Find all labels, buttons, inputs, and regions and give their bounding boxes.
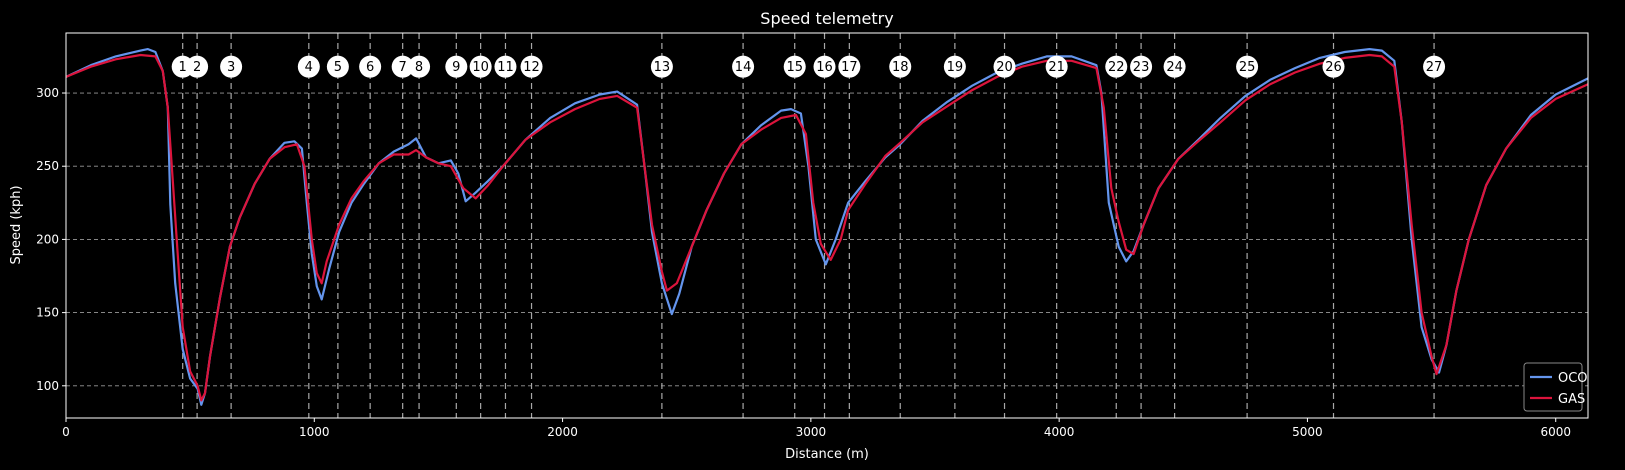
x-tick-label-2000: 2000 bbox=[547, 425, 578, 439]
corner-label-15: 15 bbox=[786, 60, 803, 75]
grid-layer bbox=[66, 92, 1588, 387]
corner-label-10: 10 bbox=[472, 60, 489, 75]
x-tick-label-6000: 6000 bbox=[1540, 425, 1571, 439]
y-tick-label-150: 150 bbox=[36, 306, 59, 320]
corner-label-27: 27 bbox=[1426, 60, 1443, 75]
corner-label-9: 9 bbox=[452, 60, 460, 75]
y-tick-label-250: 250 bbox=[36, 159, 59, 173]
corner-label-18: 18 bbox=[892, 60, 909, 75]
corner-marker-22 bbox=[1105, 55, 1128, 78]
legend-label-gas: GAS bbox=[1558, 392, 1585, 407]
corner-label-2: 2 bbox=[193, 60, 201, 75]
corner-label-24: 24 bbox=[1166, 60, 1183, 75]
corner-label-12: 12 bbox=[523, 60, 540, 75]
corner-marker-3 bbox=[220, 55, 243, 78]
y-tick-label-200: 200 bbox=[36, 232, 59, 246]
y-axis-label: Speed (kph) bbox=[9, 185, 24, 264]
corner-marker-11 bbox=[494, 55, 517, 78]
corner-label-20: 20 bbox=[996, 60, 1013, 75]
x-tick-label-3000: 3000 bbox=[796, 425, 827, 439]
x-tick-label-4000: 4000 bbox=[1044, 425, 1075, 439]
corner-lines-layer bbox=[182, 33, 1435, 418]
corner-marker-26 bbox=[1322, 55, 1345, 78]
x-tick-label-1000: 1000 bbox=[299, 425, 330, 439]
corner-marker-25 bbox=[1236, 55, 1259, 78]
corner-marker-2 bbox=[186, 55, 209, 78]
x-tick-label-5000: 5000 bbox=[1292, 425, 1323, 439]
corner-label-1: 1 bbox=[179, 60, 187, 75]
corner-labels-layer: 1 2 3 4 5 6 7 8 9 10 11 12 13 14 15 16 17 18 19 20 21 22 23 24 2… bbox=[171, 55, 1446, 78]
corner-label-25: 25 bbox=[1239, 60, 1256, 75]
corner-marker-23 bbox=[1130, 55, 1153, 78]
corner-marker-6 bbox=[359, 55, 382, 78]
corner-marker-13 bbox=[650, 55, 673, 78]
corner-label-11: 11 bbox=[497, 60, 514, 75]
x-tick-label-0: 0 bbox=[62, 425, 70, 439]
corner-label-6: 6 bbox=[366, 60, 374, 75]
corner-marker-5 bbox=[326, 55, 349, 78]
corner-marker-9 bbox=[445, 55, 468, 78]
corner-marker-27 bbox=[1423, 55, 1446, 78]
y-tick-label-100: 100 bbox=[36, 379, 59, 393]
corner-label-13: 13 bbox=[654, 60, 671, 75]
y-tick-label-300: 300 bbox=[36, 86, 59, 100]
corner-marker-7 bbox=[391, 55, 414, 78]
chart-title: Speed telemetry bbox=[760, 9, 893, 28]
corner-label-26: 26 bbox=[1325, 60, 1342, 75]
corner-marker-10 bbox=[469, 55, 492, 78]
corner-label-21: 21 bbox=[1048, 60, 1065, 75]
corner-marker-19 bbox=[943, 55, 966, 78]
corner-marker-24 bbox=[1163, 55, 1186, 78]
corner-label-7: 7 bbox=[399, 60, 407, 75]
corner-marker-16 bbox=[813, 55, 836, 78]
corner-marker-15 bbox=[783, 55, 806, 78]
x-axis-label: Distance (m) bbox=[785, 447, 869, 462]
legend-label-oco: OCO bbox=[1558, 371, 1588, 386]
corner-marker-4 bbox=[297, 55, 320, 78]
corner-label-22: 22 bbox=[1108, 60, 1125, 75]
series-layer bbox=[65, 47, 1589, 406]
corner-marker-21 bbox=[1045, 55, 1068, 78]
legend: OCO GAS bbox=[1523, 362, 1588, 412]
corner-label-3: 3 bbox=[227, 60, 235, 75]
series-line-gas bbox=[65, 53, 1589, 402]
corner-label-4: 4 bbox=[305, 60, 313, 75]
corner-label-23: 23 bbox=[1133, 60, 1150, 75]
corner-marker-18 bbox=[889, 55, 912, 78]
corner-label-14: 14 bbox=[735, 60, 752, 75]
corner-label-17: 17 bbox=[841, 60, 858, 75]
corner-marker-8 bbox=[408, 55, 431, 78]
corner-label-8: 8 bbox=[415, 60, 423, 75]
corner-label-19: 19 bbox=[947, 60, 964, 75]
corner-marker-14 bbox=[732, 55, 755, 78]
plot-frame bbox=[65, 32, 1589, 419]
corner-label-5: 5 bbox=[334, 60, 342, 75]
corner-marker-17 bbox=[838, 55, 861, 78]
corner-marker-12 bbox=[520, 55, 543, 78]
corner-label-16: 16 bbox=[816, 60, 833, 75]
corner-marker-20 bbox=[993, 55, 1016, 78]
